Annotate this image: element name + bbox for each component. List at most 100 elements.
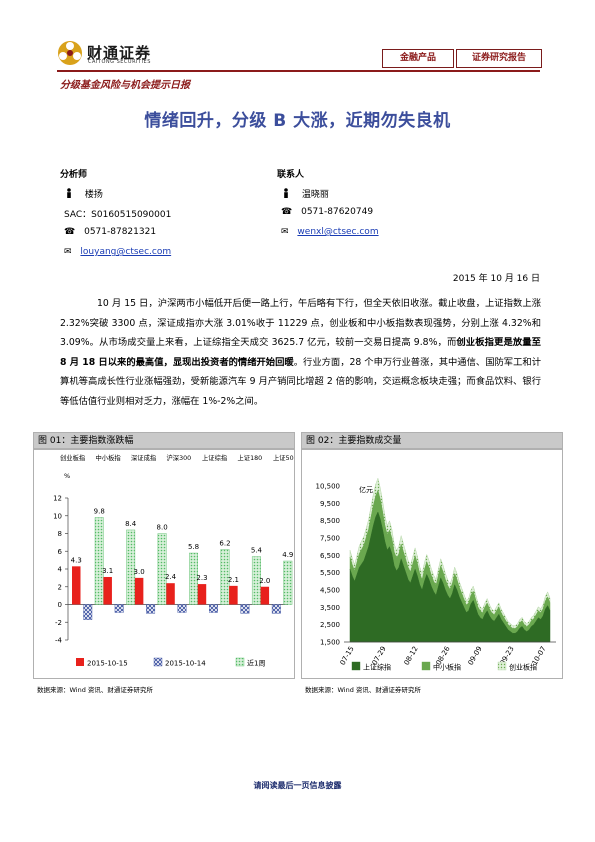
contact-name: 温晓丽 — [301, 190, 329, 200]
data-label: 4.9 — [282, 551, 293, 559]
bar-2015-10-15 — [260, 586, 270, 605]
email-icon: ✉ — [281, 227, 289, 237]
legend-label: 中小板指 — [433, 663, 461, 672]
contact-phone: 0571-87620749 — [301, 207, 374, 217]
legend-swatch — [421, 661, 431, 671]
bar-近1周 — [94, 517, 104, 605]
y-tick-label: 7,500 — [320, 535, 340, 543]
bar-近1周 — [251, 556, 261, 605]
legend-swatch — [497, 661, 507, 671]
analyst-phone-row: ☎ 0571-87821321 — [64, 227, 156, 237]
fig2-source: 数据来源：Wind 资讯、财通证券研究所 — [305, 686, 421, 694]
legend-swatch — [235, 657, 245, 667]
category-label: 创业板指 — [60, 453, 86, 462]
report-date: 2015 年 10 月 16 日 — [452, 274, 540, 284]
person-icon — [67, 188, 71, 198]
paragraph-part2: 。行业方面，28 个申万行业普涨，其中通信、国防军工和计算机等高成长性行业涨幅强… — [60, 356, 541, 407]
email-icon: ✉ — [64, 247, 72, 257]
bar-近1周 — [283, 560, 293, 605]
paragraph-part1: 10 月 15 日，沪深两市小幅低开后便一路上行，午后略有下行，但全天依旧收涨。… — [60, 298, 541, 348]
index-change-bar-chart: 创业板指 中小板指 深证成指 沪深300 上证综指 上证180 上证50% -4 -2 0 2 4 6 8… — [53, 453, 294, 668]
legend-label: 创业板指 — [509, 663, 537, 672]
report-series-title: 分级基金风险与机会提示日报 — [60, 80, 190, 91]
bar-2015-10-14 — [177, 604, 187, 613]
data-label: 8.0 — [157, 524, 168, 532]
y-unit-label: 亿元 — [359, 485, 373, 494]
data-label: 2.1 — [228, 576, 239, 584]
legend-label: 上证综指 — [363, 663, 391, 672]
bar-2015-10-14 — [240, 604, 250, 614]
legend-label: 2015-10-14 — [165, 660, 206, 668]
bar-2015-10-15 — [134, 577, 144, 605]
company-logo-icon — [58, 41, 82, 65]
phone-icon: ☎ — [281, 207, 293, 217]
y-tick-label: 10 — [53, 512, 62, 520]
category-label: 深证成指 — [131, 453, 157, 462]
data-label: 5.4 — [251, 547, 263, 555]
bar-2015-10-15 — [72, 566, 81, 605]
bar-近1周 — [220, 549, 230, 605]
category-label: 中小板指 — [96, 453, 122, 462]
bar-2015-10-15 — [229, 585, 238, 605]
data-label: 5.8 — [188, 543, 199, 551]
contact-section: 联系人 — [277, 167, 304, 180]
y-tick-label: 6 — [58, 548, 63, 556]
y-tick-label: 4,500 — [320, 587, 340, 595]
bar-2015-10-15 — [103, 576, 112, 605]
phone-icon: ☎ — [64, 227, 76, 237]
data-label: 2.0 — [259, 577, 270, 585]
bar-近1周 — [126, 529, 136, 605]
contact-phone-row: ☎ 0571-87620749 — [281, 207, 373, 217]
person-icon — [284, 188, 288, 198]
analyst-name: 楼扬 — [84, 190, 103, 200]
paragraph-highlight: 创业板指更是放量至 8 月 18 日以来的最高值，显现出投资者的情绪开始回暖 — [60, 337, 541, 368]
y-tick-label: 5,500 — [320, 569, 340, 577]
contact-name-row: 温晓丽 — [283, 187, 329, 200]
data-label: 3.0 — [134, 568, 145, 576]
data-label: 6.2 — [219, 539, 230, 547]
analyst-sac: SAC：S0160515090001 — [64, 210, 172, 220]
bar-2015-10-14 — [114, 604, 124, 613]
data-label: 9.8 — [94, 508, 105, 516]
category-tag: 金融产品 — [382, 49, 454, 68]
data-label: 4.3 — [71, 556, 82, 564]
category-label: 上证50 — [273, 453, 294, 462]
fig1-frame: 创业板指 中小板指 深证成指 沪深300 上证综指 上证180 上证50% -4 -2 0 2 4 6 8… — [33, 449, 295, 679]
analyst-name-row: 楼扬 — [66, 187, 103, 200]
contact-email-link[interactable]: wenxl@ctsec.com — [297, 227, 379, 237]
y-tick-label: 6,500 — [320, 552, 340, 560]
page-title: 情绪回升，分级 B 大涨，近期勿失良机 — [144, 111, 451, 131]
bar-2015-10-14 — [146, 604, 156, 614]
legend-swatch — [153, 657, 163, 667]
company-name-en: CAITONG SECURITIES — [88, 59, 151, 65]
footer-disclosure: 请阅读最后一页信息披露 — [253, 781, 342, 790]
analyst-email-row: ✉ louyang@ctsec.com — [64, 247, 171, 257]
report-type-tag: 证券研究报告 — [456, 49, 542, 68]
analyst-section: 分析师 — [60, 167, 87, 180]
index-volume-area-chart: 亿元 1,500 2,500 3,500 4,500 5,500 6,500 7,500 8,5… — [316, 477, 556, 672]
y-tick-label: 8 — [58, 530, 62, 538]
data-label: 3.1 — [102, 567, 113, 575]
fig2-frame: 亿元 1,500 2,500 3,500 4,500 5,500 6,500 7,500 8,5… — [301, 449, 563, 679]
x-tick-label: 09-09 — [467, 645, 484, 667]
y-tick-label: 3,500 — [320, 604, 340, 612]
y-tick-label: -2 — [55, 619, 62, 627]
analyst-phone: 0571-87821321 — [84, 227, 157, 237]
y-tick-label: 10,500 — [316, 483, 341, 491]
y-tick-label: 2,500 — [320, 621, 340, 629]
y-tick-label: 2 — [58, 583, 62, 591]
fig1-source: 数据来源：Wind 资讯、财通证券研究所 — [37, 686, 153, 694]
fig1-title: 图 01：主要指数涨跌幅 — [33, 432, 295, 449]
legend-swatch — [351, 661, 361, 671]
y-tick-label: 4 — [58, 566, 63, 574]
y-tick-label: 8,500 — [320, 517, 340, 525]
fig2-title: 图 02：主要指数成交量 — [301, 432, 563, 449]
y-tick-label: 0 — [58, 601, 62, 609]
legend-label: 2015-10-15 — [87, 660, 128, 668]
analyst-email-link[interactable]: louyang@ctsec.com — [80, 247, 172, 257]
y-tick-label: 12 — [53, 495, 62, 503]
x-tick-label: 08-12 — [403, 645, 420, 667]
category-label: 上证综指 — [202, 453, 228, 462]
y-unit-label: % — [64, 472, 70, 480]
y-tick-label: 9,500 — [320, 500, 340, 508]
